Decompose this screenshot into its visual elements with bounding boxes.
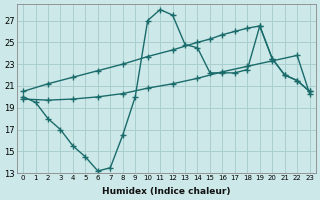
X-axis label: Humidex (Indice chaleur): Humidex (Indice chaleur)	[102, 187, 231, 196]
